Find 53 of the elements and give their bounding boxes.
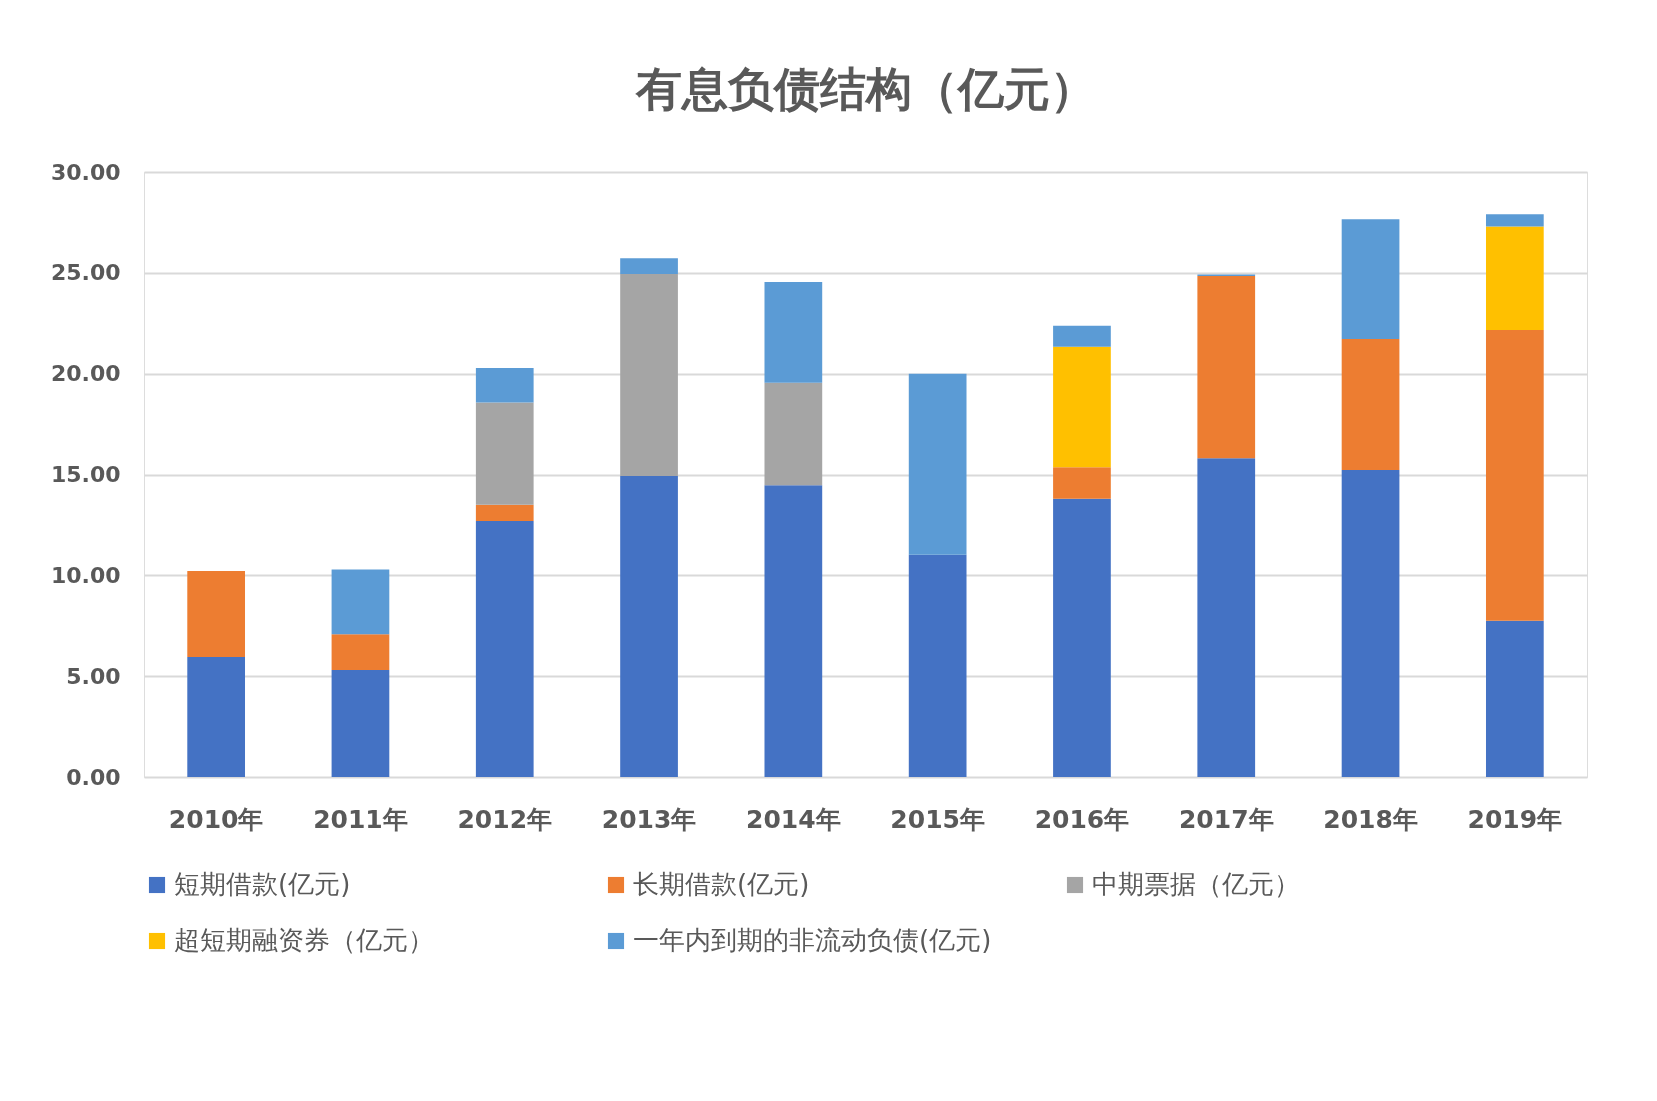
bar: [620, 274, 678, 477]
bar: [1485, 226, 1544, 331]
y-tick-label: 25.00: [50, 260, 121, 286]
y-tick-label: 10.00: [50, 562, 121, 588]
x-tick-label: 2017年: [1178, 804, 1274, 834]
bar: [1485, 620, 1544, 777]
bar: [1341, 338, 1400, 471]
x-tick-label: 2016年: [1034, 804, 1130, 834]
x-tick-label: 2018年: [1323, 804, 1418, 834]
bar: [1053, 346, 1111, 468]
x-tick-label: 2013年: [601, 804, 697, 834]
bar: [475, 402, 534, 505]
x-tick-label: 2011年: [313, 804, 408, 834]
bar: [620, 258, 678, 275]
bar: [1053, 498, 1111, 777]
bar: [475, 368, 534, 403]
bar: [1197, 276, 1256, 459]
bar: [764, 382, 823, 486]
chart-title: 有息负债结构（亿元）: [634, 62, 1096, 116]
legend-label: 短期借款(亿元): [174, 869, 351, 899]
y-tick-label: 0.00: [66, 764, 121, 790]
bar: [764, 282, 823, 383]
y-tick-label: 15.00: [50, 462, 121, 487]
x-tick-label: 2019年: [1467, 804, 1563, 834]
bar: [908, 373, 967, 555]
y-tick-label: 5.00: [66, 663, 121, 689]
bar: [1053, 325, 1111, 347]
bar: [475, 504, 534, 522]
bar: [331, 634, 390, 671]
bar: [187, 657, 246, 777]
y-tick-label: 20.00: [50, 361, 121, 387]
bar: [331, 670, 390, 777]
x-tick-label: 2010年: [168, 804, 264, 834]
bar: [764, 485, 823, 777]
bar: [331, 569, 390, 635]
x-tick-label: 2014年: [746, 804, 841, 834]
bar: [1485, 330, 1544, 621]
legend-label: 超短期融资券（亿元）: [174, 925, 434, 955]
x-tick-label: 2012年: [457, 804, 553, 834]
bar: [1341, 470, 1400, 777]
bar: [1197, 458, 1256, 777]
x-tick-label: 2015年: [890, 804, 985, 834]
legend-label: 一年内到期的非流动负债(亿元): [633, 925, 992, 955]
bar: [908, 554, 967, 777]
legend-label: 长期借款(亿元): [633, 869, 810, 899]
bar: [1485, 214, 1544, 227]
legend-label: 中期票据（亿元）: [1092, 869, 1300, 899]
y-tick-label: 30.00: [50, 159, 121, 185]
bar: [620, 476, 678, 777]
bar: [187, 571, 246, 658]
bar: [1053, 467, 1111, 499]
bar: [1341, 219, 1400, 339]
bar: [475, 521, 534, 777]
